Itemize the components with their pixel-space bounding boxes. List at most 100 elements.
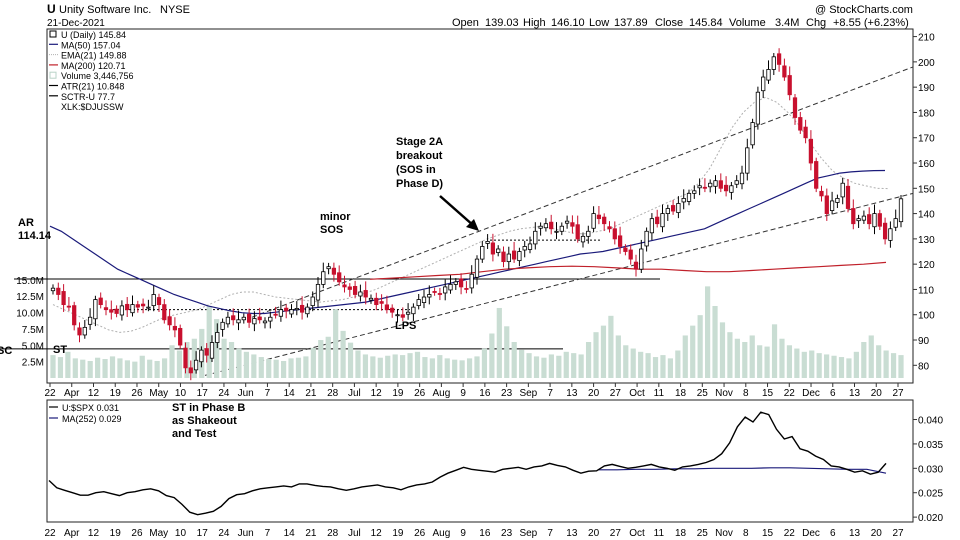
volume-bar <box>623 345 629 378</box>
x-tick-label: 9 <box>460 388 466 399</box>
ratio-x-tick-label: 22 <box>784 528 796 539</box>
candle-body <box>586 230 591 237</box>
candle-body <box>649 218 655 234</box>
candle-body <box>246 313 252 323</box>
chart-date: 21-Dec-2021 <box>47 18 105 29</box>
ohlc-close: 145.84 <box>689 17 723 29</box>
candle-body <box>257 316 262 321</box>
annotation-minor-sos-line1: minor <box>320 211 351 223</box>
candle-body <box>893 218 898 228</box>
ratio-x-tick-label: Oct <box>629 528 645 539</box>
ratio-x-tick-label: Aug <box>432 528 450 539</box>
volume-tick-label: 2.5M <box>22 358 44 369</box>
candle-body <box>114 308 119 314</box>
candle-body <box>50 287 56 292</box>
volume-bar <box>585 342 592 378</box>
volume-bar <box>385 355 391 378</box>
volume-bar <box>846 358 852 378</box>
ohlc-open-label: Open <box>452 17 479 29</box>
ratio-x-tick-label: 10 <box>175 528 187 539</box>
annotation-minor-sos-line2: SOS <box>320 224 343 236</box>
candle-body <box>522 246 527 251</box>
volume-bar <box>295 357 302 378</box>
x-tick-label: 21 <box>305 388 317 399</box>
chart-exchange: NYSE <box>160 4 190 16</box>
ratio-ma252-line <box>598 467 887 474</box>
ratio-x-tick-label: 24 <box>218 528 230 539</box>
candle-body <box>87 316 93 325</box>
volume-bar <box>310 347 316 378</box>
candle-body <box>284 307 289 312</box>
x-tick-label: 12 <box>371 388 383 399</box>
candle-body <box>708 182 713 188</box>
annotation-stage2a-line3: (SOS in <box>396 164 436 176</box>
candle-body <box>867 214 872 225</box>
candle-body <box>872 213 877 228</box>
x-tick-label: 16 <box>479 388 491 399</box>
candle-body <box>549 221 554 230</box>
candle-body <box>151 294 156 307</box>
ohlc-chg-label: Chg <box>806 17 826 29</box>
ratio-tick-label: 0.030 <box>918 464 943 475</box>
volume-bar <box>236 348 242 378</box>
candle-body <box>755 91 761 125</box>
x-tick-label: 22 <box>44 388 56 399</box>
ratio-x-tick-label: 20 <box>588 528 600 539</box>
legend-entry: XLK:$DJUSSW <box>61 102 124 112</box>
candle-body <box>135 304 140 308</box>
volume-bar <box>734 338 740 378</box>
candle-body <box>156 297 162 306</box>
candle-body <box>776 53 782 65</box>
x-tick-label: 8 <box>743 388 749 399</box>
volume-bar <box>682 335 688 378</box>
candle-body <box>66 305 72 308</box>
volume-bar <box>719 322 726 378</box>
candle-body <box>835 198 840 203</box>
volume-bar <box>853 351 859 378</box>
volume-bar <box>288 358 294 378</box>
candle-body <box>453 281 458 285</box>
price-tick-label: 90 <box>918 336 930 347</box>
ratio-x-tick-label: 17 <box>197 528 209 539</box>
volume-bar <box>407 353 413 378</box>
x-tick-label: 20 <box>588 388 600 399</box>
ratio-x-tick-label: 22 <box>44 528 56 539</box>
candle-body <box>421 296 427 303</box>
candle-body <box>469 273 474 289</box>
ratio-x-tick-label: Nov <box>715 528 733 539</box>
volume-bar <box>176 350 183 378</box>
candle-body <box>103 307 109 311</box>
volume-bar <box>95 357 101 378</box>
ratio-x-tick-label: 19 <box>392 528 404 539</box>
x-tick-label: 19 <box>392 388 404 399</box>
volume-bar <box>72 358 78 378</box>
x-tick-label: 20 <box>871 388 883 399</box>
volume-bar <box>727 332 733 378</box>
candle-body <box>225 316 231 325</box>
candle-body <box>660 213 665 228</box>
candle-body <box>851 208 856 225</box>
candle-body <box>384 304 390 311</box>
ratio-x-tick-label: 12 <box>88 528 100 539</box>
ratio-x-tick-label: 12 <box>371 528 383 539</box>
volume-bar <box>429 358 435 378</box>
ohlc-open: 139.03 <box>485 17 519 29</box>
volume-bar <box>414 351 421 378</box>
volume-bar <box>861 342 867 378</box>
candle-body <box>162 304 167 321</box>
volume-bar <box>459 360 465 378</box>
candle-body <box>231 315 236 321</box>
candle-body <box>443 286 448 294</box>
volume-bar <box>489 333 495 378</box>
x-tick-label: 17 <box>197 388 209 399</box>
candle-body <box>898 198 904 223</box>
volume-bar <box>147 359 153 378</box>
volume-bar <box>548 354 554 378</box>
ratio-x-tick-label: 13 <box>849 528 861 539</box>
candle-body <box>845 185 851 209</box>
volume-bar <box>243 351 250 378</box>
volume-bar <box>347 342 354 378</box>
candle-body <box>628 249 633 260</box>
candle-body <box>681 198 686 203</box>
candle-body <box>596 214 602 220</box>
